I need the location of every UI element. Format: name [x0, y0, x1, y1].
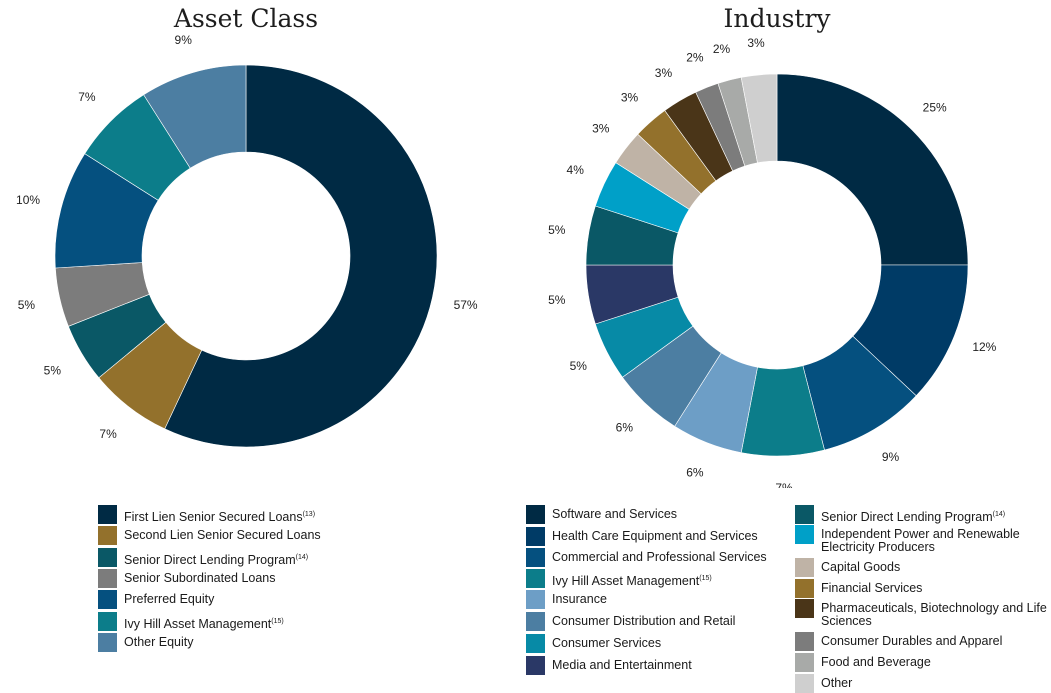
asset-legend-item: Ivy Hill Asset Management(15): [98, 611, 354, 631]
industry-legend-swatch: [526, 548, 545, 567]
industry-legend-label: Independent Power and Renewable Electric…: [821, 527, 1020, 554]
industry-legend-swatch: [795, 505, 814, 524]
industry-legend-item: Consumer Durables and Apparel: [795, 632, 1051, 651]
industry-legend-swatch: [795, 632, 814, 651]
chart-title-industry: Industry: [723, 4, 831, 33]
asset-data-label: 57%: [454, 298, 478, 312]
asset-legend-swatch: [98, 568, 117, 588]
industry-slice: [776, 73, 969, 266]
industry-legend-item: Insurance: [526, 590, 782, 609]
industry-legend-label: Other: [821, 676, 853, 690]
industry-data-label: 9%: [882, 450, 900, 464]
industry-data-label: 5%: [570, 359, 588, 373]
asset-legend-item: Senior Direct Lending Program(14): [98, 547, 354, 567]
asset-legend-swatch: [98, 590, 117, 610]
industry-legend-item: Capital Goods: [795, 558, 1051, 577]
asset-slice: [164, 64, 438, 448]
industry-legend-label: Ivy Hill Asset Management(15): [552, 574, 712, 588]
industry-data-label: 3%: [655, 66, 673, 80]
industry-slice: [740, 73, 778, 164]
asset-legend-label: Senior Subordinated Loans: [124, 570, 276, 585]
industry-legend-swatch: [795, 525, 814, 544]
asset-legend-swatch: [98, 505, 117, 524]
asset-data-label: 5%: [44, 364, 62, 378]
industry-data-label: 12%: [972, 340, 996, 354]
asset-legend-swatch: [98, 611, 117, 631]
industry-legend-label: Insurance: [552, 592, 607, 606]
asset-legend-swatch: [98, 632, 117, 652]
industry-data-label: 3%: [621, 91, 639, 105]
chart-title-asset-class: Asset Class: [173, 4, 319, 33]
industry-data-label: 6%: [686, 465, 704, 479]
industry-legend-swatch: [795, 674, 814, 693]
industry-data-label: 2%: [713, 42, 731, 56]
industry-legend-label: Health Care Equipment and Services: [552, 529, 758, 543]
industry-legend-swatch: [795, 579, 814, 598]
industry-legend-label: Software and Services: [552, 507, 678, 521]
asset-slice: [143, 64, 247, 169]
industry-legend-label: Commercial and Professional Services: [552, 550, 767, 564]
industry-legend-swatch: [526, 634, 545, 653]
asset-legend-item: Preferred Equity: [98, 590, 354, 610]
industry-data-label: 5%: [548, 293, 566, 307]
industry-legend-label: Consumer Services: [552, 636, 662, 650]
industry-legend-item: Consumer Services: [526, 634, 782, 653]
industry-data-label: 5%: [548, 223, 566, 237]
donut-charts: 57% 7% 5% 5% 10% 7% 9% 25% 12% 9% 7% 6% 6% 5% 5% 5% 4% 3%…: [16, 33, 997, 488]
industry-legend-item: Health Care Equipment and Services: [526, 527, 782, 546]
asset-legend-label: First Lien Senior Secured Loans(13): [124, 510, 316, 524]
industry-legend-label: Consumer Durables and Apparel: [821, 634, 1003, 648]
industry-legend-swatch: [526, 656, 545, 675]
asset-legend-item: First Lien Senior Secured Loans(13): [98, 505, 354, 524]
industry-data-label: 25%: [923, 100, 947, 114]
industry-data-label: 3%: [747, 36, 765, 50]
industry-legend-item: Pharmaceuticals, Biotechnology and Life …: [795, 599, 1051, 628]
industry-legend-swatch: [526, 569, 545, 588]
industry-legend-swatch: [526, 505, 545, 524]
industry-data-label: 3%: [592, 121, 610, 135]
asset-legend-item: Senior Subordinated Loans: [98, 568, 354, 588]
industry-legend-item: Consumer Distribution and Retail: [526, 612, 782, 631]
industry-legend-item: Media and Entertainment: [526, 656, 782, 675]
asset-legend-label: Preferred Equity: [124, 592, 215, 607]
industry-legend-item: Financial Services: [795, 579, 1051, 598]
industry-legend-label: Senior Direct Lending Program(14): [821, 510, 1006, 524]
asset-data-label: 7%: [99, 427, 117, 441]
industry-data-label: 2%: [686, 51, 704, 65]
asset-data-label: 5%: [18, 298, 36, 312]
industry-legend-item: Commercial and Professional Services: [526, 548, 782, 567]
asset-data-label: 7%: [78, 90, 96, 104]
industry-legend-item: Ivy Hill Asset Management(15): [526, 569, 782, 588]
asset-data-label: 10%: [16, 193, 40, 207]
industry-legend-label: Food and Beverage: [821, 655, 931, 669]
asset-legend-swatch: [98, 547, 117, 567]
asset-legend-label: Senior Direct Lending Program(14): [124, 552, 309, 567]
industry-legend-label: Capital Goods: [821, 560, 901, 574]
industry-legend-swatch: [526, 590, 545, 609]
industry-legend-swatch: [526, 527, 545, 546]
asset-legend-label: Second Lien Senior Secured Loans: [124, 528, 321, 543]
asset-data-label: 9%: [175, 33, 193, 47]
industry-legend-label: Pharmaceuticals, Biotechnology and Life …: [821, 601, 1047, 628]
industry-data-label: 7%: [775, 481, 793, 488]
asset-legend-item: Other Equity: [98, 632, 354, 652]
industry-legend-label: Financial Services: [821, 581, 923, 595]
industry-legend-label: Consumer Distribution and Retail: [552, 614, 736, 628]
industry-legend-item: Independent Power and Renewable Electric…: [795, 525, 1051, 554]
industry-legend-item: Senior Direct Lending Program(14): [795, 505, 1051, 524]
industry-legend-item: Software and Services: [526, 505, 782, 524]
industry-legend-swatch: [795, 558, 814, 577]
industry-legend-swatch: [795, 653, 814, 672]
asset-legend-item: Second Lien Senior Secured Loans: [98, 526, 354, 546]
industry-legend-swatch: [526, 612, 545, 631]
asset-legend-swatch: [98, 526, 117, 546]
industry-legend-swatch: [795, 599, 814, 618]
industry-legend-item: Food and Beverage: [795, 653, 1051, 672]
industry-data-label: 6%: [616, 421, 634, 435]
industry-legend-item: Other: [795, 674, 1051, 693]
asset-legend-label: Other Equity: [124, 634, 194, 649]
asset-legend-label: Ivy Hill Asset Management(15): [124, 616, 284, 631]
industry-data-label: 4%: [567, 163, 585, 177]
industry-legend-label: Media and Entertainment: [552, 658, 692, 672]
